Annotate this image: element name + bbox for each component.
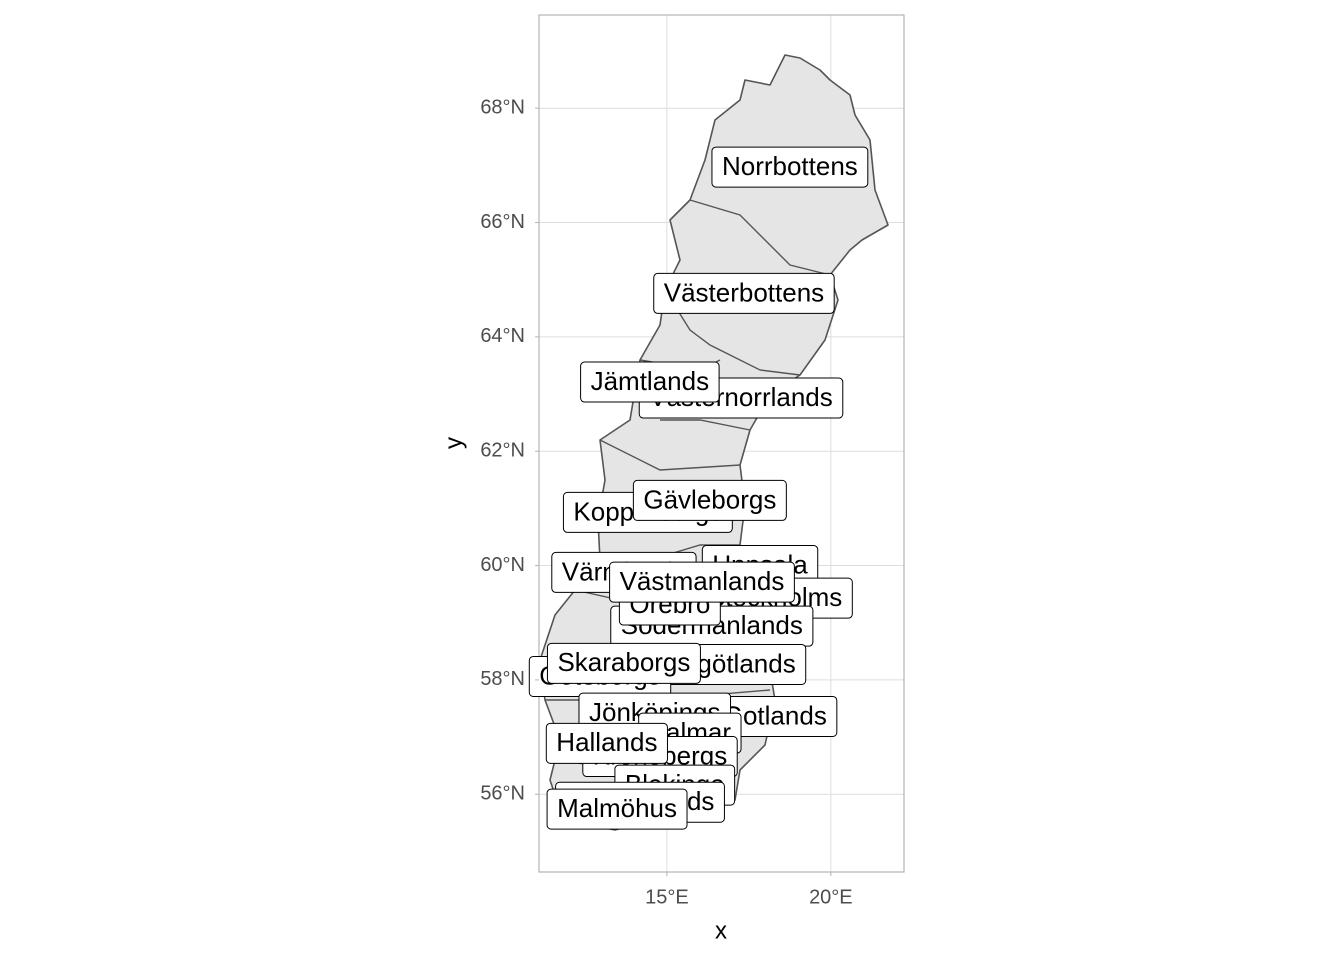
panel-border: [538, 14, 905, 873]
label-text: Malmöhus: [557, 793, 677, 823]
county-label: Malmöhus: [546, 788, 688, 830]
county-label: Hallands: [545, 722, 668, 764]
label-box: [632, 479, 787, 521]
label-text: Jämtlands: [591, 366, 710, 396]
y-tick-label: 56°N: [480, 783, 525, 805]
y-axis-title: y: [440, 437, 467, 449]
y-tick-label: 58°N: [480, 668, 525, 690]
labels: NorrbottensVästerbottensVästernorrlandsJ…: [528, 146, 869, 830]
y-tick-label: 60°N: [480, 554, 525, 576]
label-text: Skaraborgs: [557, 647, 690, 677]
y-tick-label: 68°N: [480, 96, 525, 118]
y-tick-label: 66°N: [480, 211, 525, 233]
county-label: Skaraborgs: [546, 642, 701, 684]
x-tick-label: 15°E: [645, 886, 689, 908]
label-box: [546, 788, 688, 830]
label-box: [653, 272, 835, 314]
x-tick-label: 20°E: [809, 886, 853, 908]
label-text: Hallands: [556, 727, 657, 757]
label-text: Gävleborgs: [643, 484, 776, 514]
label-text: Norrbottens: [722, 151, 858, 181]
x-axis-title: x: [715, 917, 727, 944]
label-box: [546, 642, 701, 684]
label-box: [711, 146, 869, 188]
county-label: Norrbottens: [711, 146, 869, 188]
y-tick-label: 64°N: [480, 325, 525, 347]
label-text: Västerbottens: [664, 277, 824, 307]
label-text: Västmanlands: [620, 566, 785, 596]
y-tick-label: 62°N: [480, 439, 525, 461]
label-box: [609, 561, 795, 603]
county-label: Västerbottens: [653, 272, 835, 314]
county-label: Västmanlands: [609, 561, 795, 603]
county-label: Jämtlands: [580, 361, 720, 403]
label-box: [545, 722, 668, 764]
county-label: Gävleborgs: [632, 479, 787, 521]
label-box: [580, 361, 720, 403]
